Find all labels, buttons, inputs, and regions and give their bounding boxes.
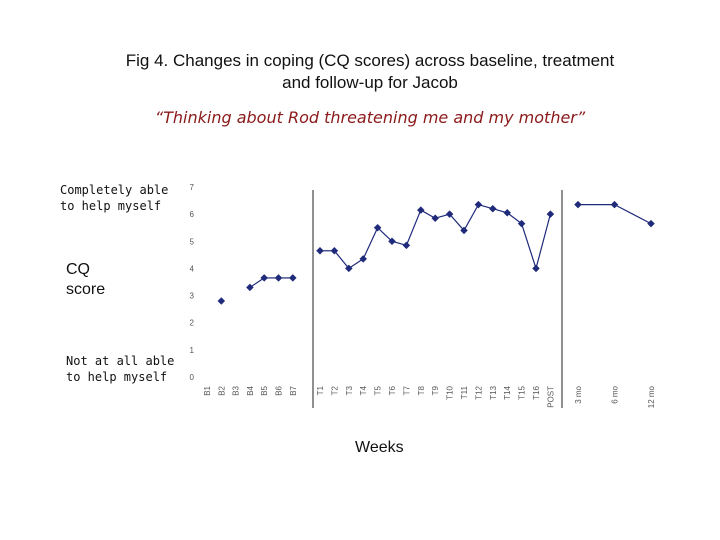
data-point-marker (431, 214, 440, 223)
series-segment (506, 212, 522, 225)
x-tick-label: T2 (330, 385, 339, 395)
data-point-marker (532, 264, 540, 273)
series-segment (249, 277, 265, 288)
data-point-marker (503, 208, 512, 217)
x-tick-label: T4 (359, 385, 368, 395)
bottom-anchor-line-1: Not at all able (66, 354, 175, 368)
y-tick-label: 4 (190, 264, 195, 273)
chart-title: Fig 4. Changes in coping (CQ scores) acr… (60, 50, 680, 94)
top-anchor-line-2: to help myself (60, 199, 162, 213)
data-point-marker (260, 274, 269, 282)
x-tick-label: T14 (503, 385, 512, 399)
bottom-anchor-line-2: to help myself (66, 370, 168, 384)
data-point-marker (517, 219, 526, 228)
top-anchor-annotation: Completely able to help myself (60, 182, 168, 214)
x-tick-label: 6 mo (611, 385, 620, 403)
chart-subtitle: “Thinking about Rod threatening me and m… (154, 108, 586, 127)
x-tick-label: T16 (532, 385, 541, 399)
series-segment (521, 223, 537, 269)
x-tick-label: T10 (446, 385, 455, 399)
x-tick-label: T1 (316, 385, 325, 395)
bottom-anchor-annotation: Not at all able to help myself (66, 353, 174, 385)
chart-title-line-2: and follow-up for Jacob (282, 73, 458, 92)
data-point-marker (288, 274, 297, 282)
data-point-marker (373, 223, 382, 232)
series-segment (405, 209, 422, 246)
data-point-marker (359, 255, 368, 263)
data-point-marker (246, 283, 254, 292)
data-point-marker (574, 200, 582, 209)
x-tick-label: T3 (345, 385, 354, 395)
y-axis-label: CQ score (66, 260, 105, 300)
x-tick-label: B2 (217, 385, 226, 395)
x-axis-label: Weeks (355, 439, 404, 456)
data-point-marker (402, 241, 411, 250)
y-tick-label: 1 (190, 346, 195, 355)
y-tick-label: 7 (190, 183, 195, 192)
series-segment (333, 250, 350, 269)
y-tick-label: 6 (190, 210, 195, 219)
data-point-marker (460, 226, 468, 235)
y-axis-label-line-2: score (66, 281, 106, 298)
x-tick-label: T7 (402, 385, 411, 395)
y-tick-label: 0 (190, 373, 195, 382)
x-tick-label: T9 (431, 385, 440, 395)
y-tick-label: 3 (190, 292, 195, 301)
series-segment (463, 204, 479, 231)
x-tick-label: T12 (474, 385, 483, 399)
y-axis-label-line-1: CQ (66, 261, 90, 278)
x-tick-label: B5 (260, 385, 269, 395)
x-tick-label: T13 (489, 385, 498, 399)
x-tick-label: B1 (203, 385, 212, 395)
data-point-marker (416, 206, 425, 214)
series-segment (362, 227, 379, 260)
data-point-marker (330, 246, 339, 255)
data-point-marker (388, 237, 396, 246)
x-tick-label: T5 (374, 385, 383, 395)
data-point-marker (344, 264, 353, 273)
data-point-marker (316, 246, 324, 255)
data-point-marker (274, 274, 283, 282)
data-point-marker (488, 204, 497, 213)
top-anchor-line-1: Completely able (60, 183, 169, 197)
y-tick-label: 2 (190, 319, 195, 328)
data-point-marker (647, 219, 655, 228)
data-point-marker (610, 200, 619, 209)
data-point-marker (217, 297, 226, 305)
x-tick-label: 12 mo (647, 385, 656, 408)
x-tick-label: B6 (275, 385, 284, 395)
data-point-marker (474, 200, 483, 209)
y-tick-label: 5 (190, 237, 195, 246)
series-segment (348, 258, 364, 269)
series-segment (535, 213, 551, 269)
chart-title-line-1: Fig 4. Changes in coping (CQ scores) acr… (125, 51, 615, 70)
x-tick-label: T15 (518, 385, 527, 399)
x-tick-label: B3 (232, 385, 241, 395)
x-tick-label: T6 (388, 385, 397, 395)
x-tick-label: 3 mo (574, 385, 583, 403)
series-segment (449, 213, 465, 231)
x-tick-label: B7 (289, 385, 298, 395)
series-segment (377, 227, 393, 242)
series-segment (614, 204, 652, 225)
x-tick-label: T11 (460, 385, 469, 399)
x-tick-label: T8 (417, 385, 426, 395)
data-point-marker (546, 210, 555, 218)
data-point-marker (445, 210, 454, 218)
x-tick-label: POST (546, 386, 555, 408)
x-tick-label: B4 (246, 385, 255, 395)
